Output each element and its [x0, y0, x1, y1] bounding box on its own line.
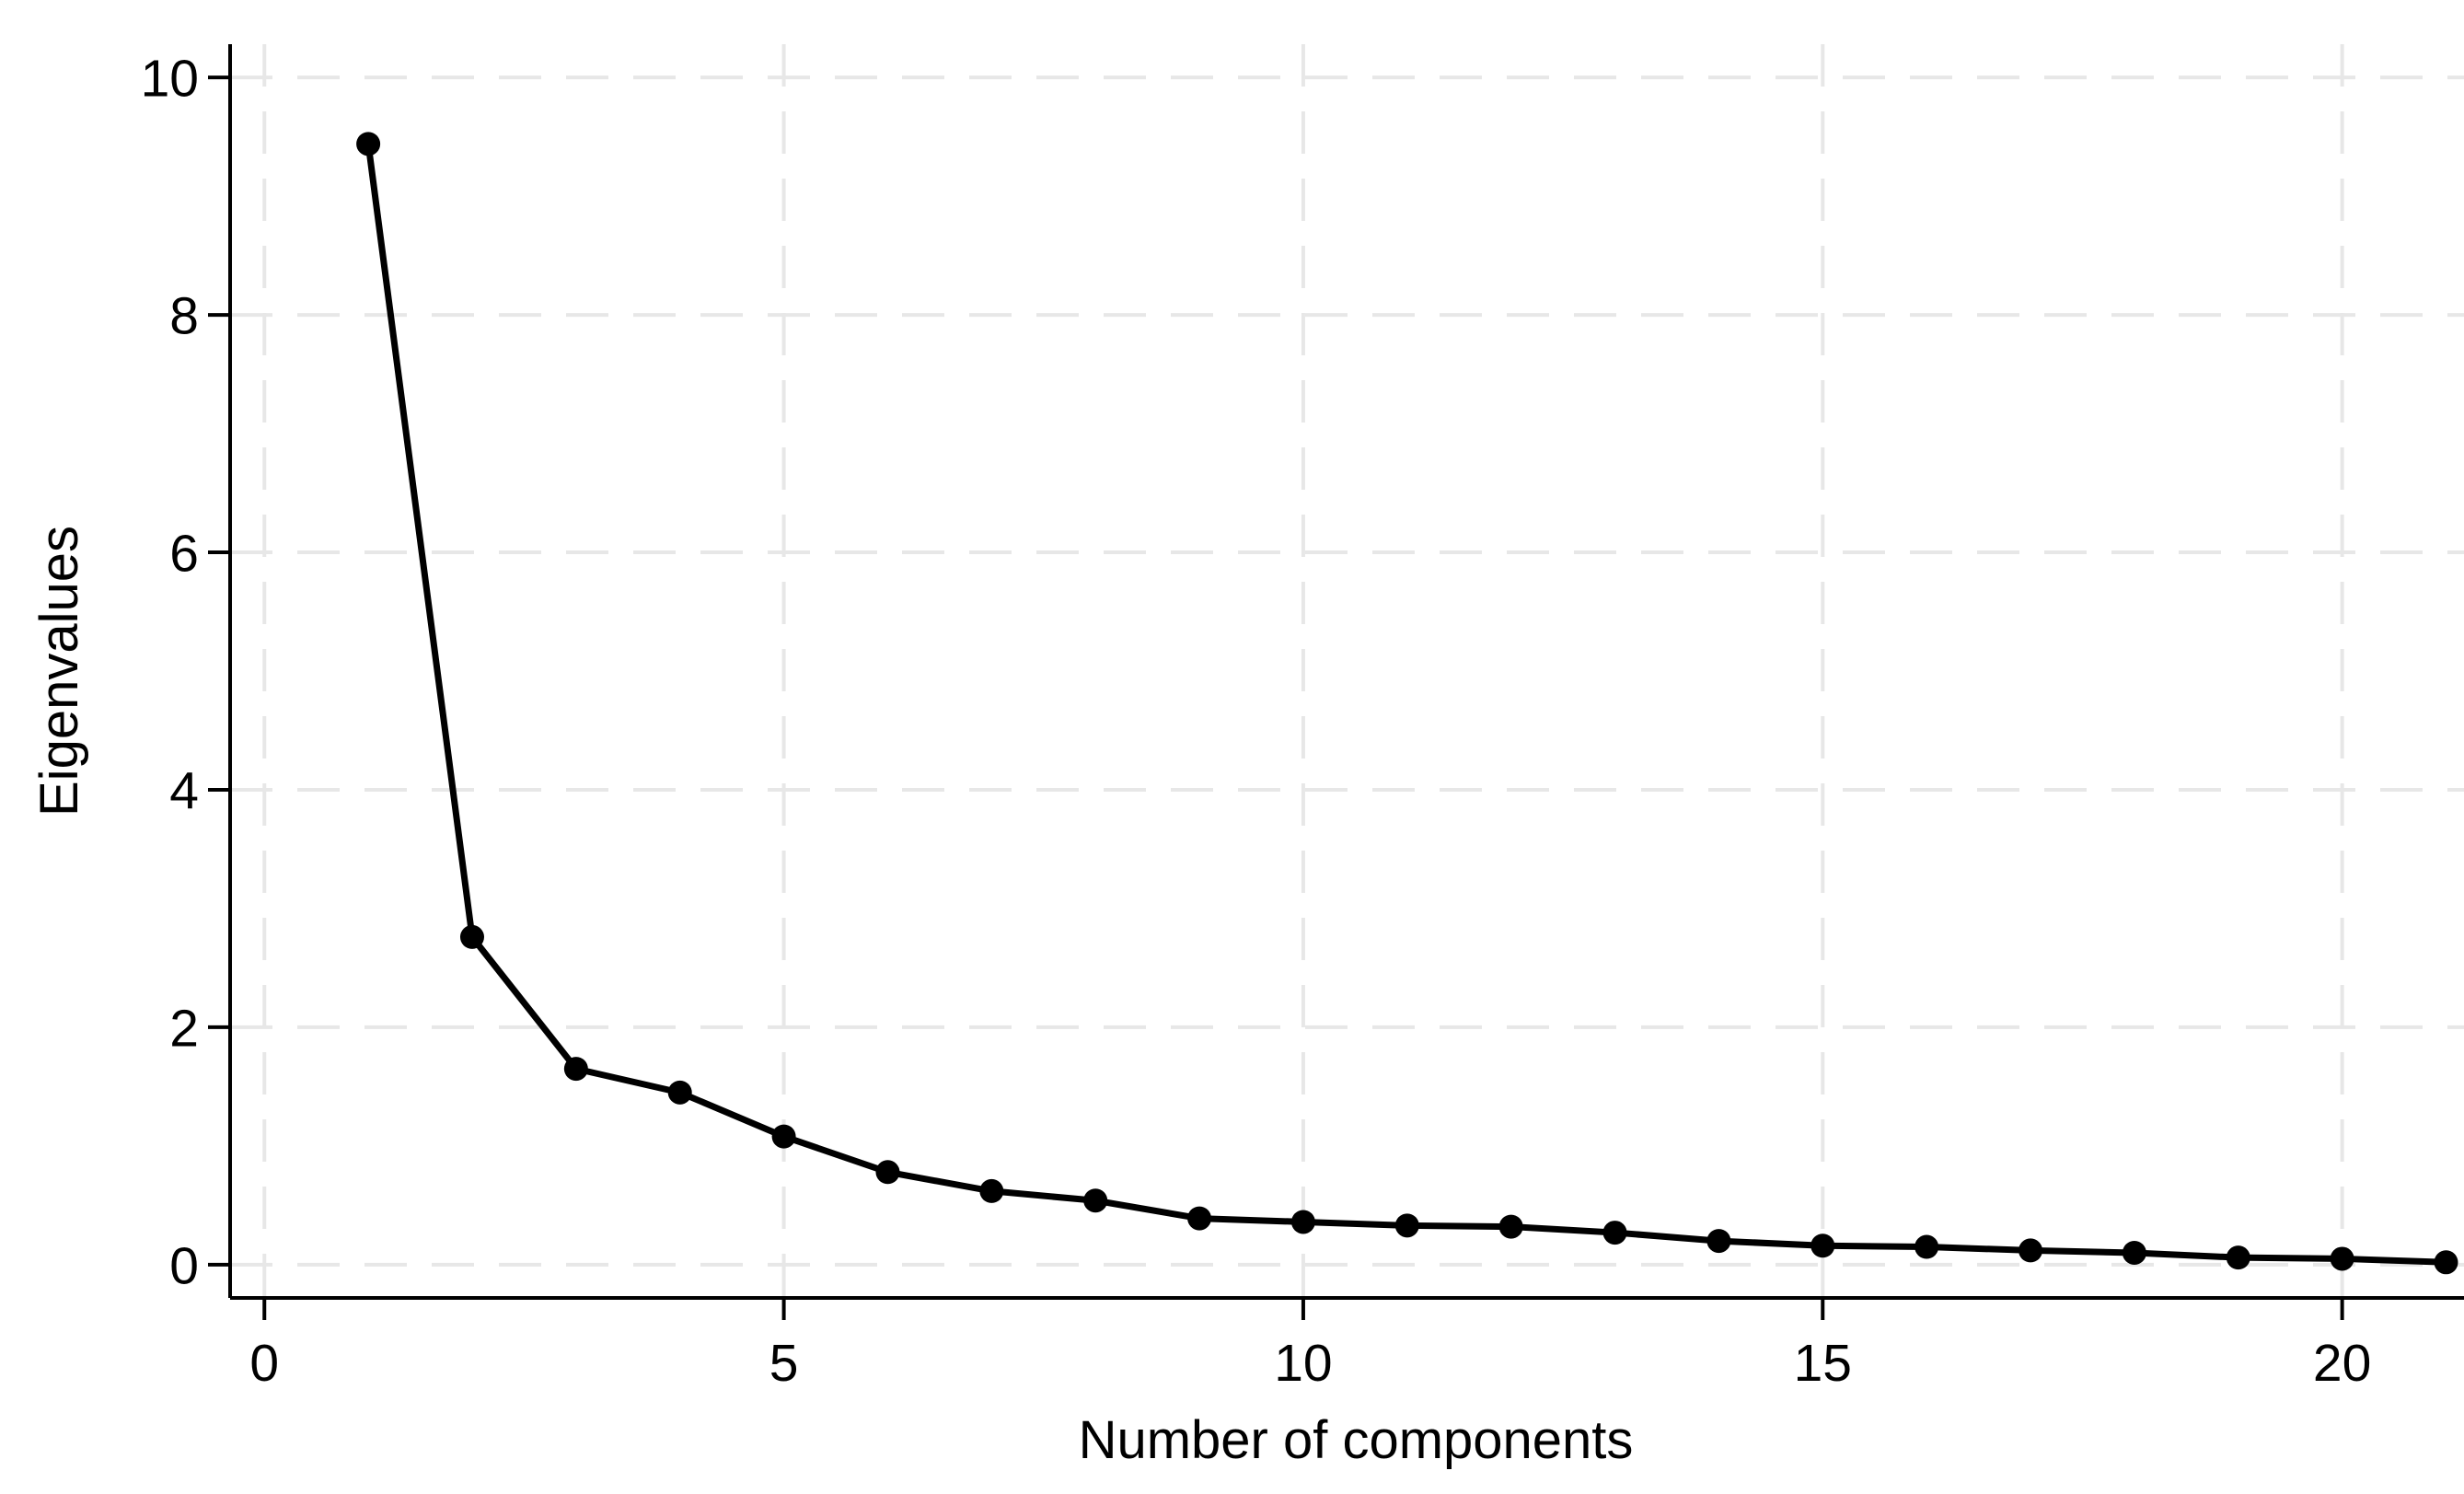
data-point-marker [875, 1160, 900, 1185]
data-point-marker [979, 1178, 1004, 1203]
data-point-marker [2330, 1246, 2354, 1271]
data-point-marker [356, 132, 381, 156]
y-tick-label: 4 [169, 761, 199, 820]
y-tick-label: 10 [141, 50, 199, 109]
tick-marks [208, 75, 2344, 1320]
data-point-marker [563, 1057, 588, 1082]
data-point-marker [2122, 1240, 2146, 1265]
eigenvalue-series [356, 132, 2458, 1275]
data-point-marker [1602, 1221, 1627, 1245]
y-tick-label: 0 [169, 1236, 199, 1295]
gridlines [230, 44, 2464, 1298]
data-point-marker [771, 1124, 796, 1149]
data-point-marker [1810, 1233, 1835, 1258]
data-point-marker [2226, 1245, 2250, 1270]
x-tick-label: 0 [249, 1334, 279, 1393]
data-point-marker [2434, 1250, 2458, 1275]
x-tick-label: 20 [2313, 1334, 2371, 1393]
data-point-marker [459, 924, 484, 949]
tick-labels: 0 2 4 6 8 10 0 5 10 15 20 [141, 50, 2372, 1393]
data-point-marker [1187, 1206, 1212, 1231]
y-tick-label: 2 [169, 999, 199, 1058]
axes [228, 44, 2464, 1300]
x-tick-label: 5 [769, 1334, 799, 1393]
data-point-marker [1394, 1213, 1419, 1238]
plot-canvas: 0 2 4 6 8 10 0 5 10 15 20 Eigenvalues Number of co… [37, 15, 2464, 1479]
x-tick-label: 10 [1274, 1334, 1332, 1393]
data-point-marker [1083, 1188, 1108, 1213]
data-point-marker [2019, 1238, 2043, 1263]
y-tick-label: 6 [169, 525, 199, 584]
y-tick-label: 8 [169, 287, 199, 346]
data-point-marker [1706, 1229, 1731, 1254]
data-point-marker [1290, 1210, 1315, 1234]
scree-plot-figure: 0 2 4 6 8 10 0 5 10 15 20 Eigenvalues Number of co… [37, 15, 2464, 1479]
data-point-marker [1915, 1234, 1939, 1259]
data-point-marker [667, 1080, 692, 1105]
y-axis-title: Eigenvalues [37, 526, 89, 816]
data-point-marker [1498, 1214, 1523, 1239]
x-axis-title: Number of components [1079, 1410, 1634, 1470]
plot-background [37, 15, 2464, 1479]
x-tick-label: 15 [1794, 1334, 1852, 1393]
